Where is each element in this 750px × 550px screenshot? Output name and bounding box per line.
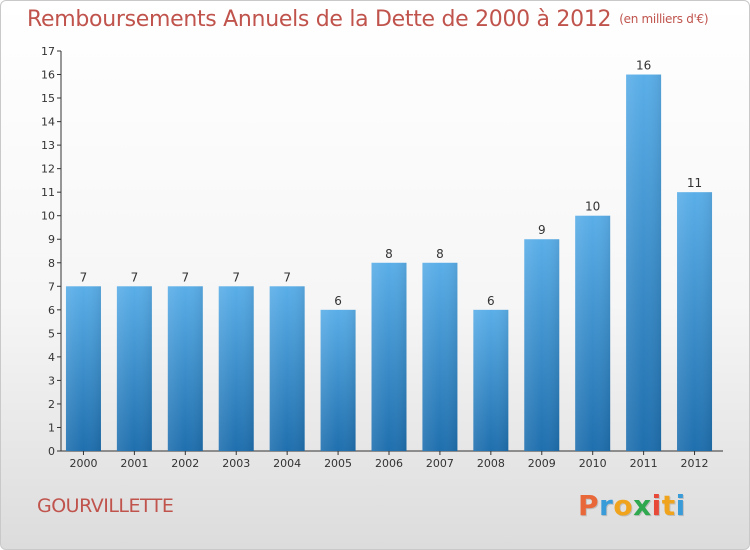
y-tick-label: 9: [48, 233, 55, 246]
y-tick-label: 12: [41, 163, 55, 176]
logo-letter: P: [578, 489, 600, 522]
data-label: 9: [538, 223, 546, 237]
bar-highlight: [218, 286, 254, 451]
data-label: 6: [334, 294, 342, 308]
data-label: 8: [385, 247, 393, 261]
y-tick-label: 17: [41, 45, 55, 58]
bar-highlight: [65, 286, 101, 451]
bar-highlight: [473, 309, 509, 451]
proxiti-logo: Proxiti: [578, 489, 686, 522]
chart-title-unit: (en milliers d'€): [619, 12, 709, 26]
x-tick-label: 2003: [222, 457, 250, 470]
chart-title: Remboursements Annuels de la Dette de 20…: [27, 7, 709, 32]
x-tick-label: 2009: [528, 457, 556, 470]
bar-highlight: [116, 286, 152, 451]
logo-letter: o: [613, 489, 634, 522]
data-label: 6: [487, 294, 495, 308]
x-tick-label: 2004: [273, 457, 301, 470]
y-tick-label: 1: [48, 421, 55, 434]
data-label: 7: [131, 270, 139, 284]
y-tick-label: 7: [48, 280, 55, 293]
bar-highlight: [269, 286, 305, 451]
logo-letter: t: [661, 489, 676, 522]
logo-letter: x: [633, 489, 652, 522]
bar-highlight: [626, 74, 662, 451]
chart-title-text: Remboursements Annuels de la Dette de 20…: [27, 7, 612, 32]
data-label: 8: [436, 247, 444, 261]
y-tick-label: 0: [48, 445, 55, 458]
bar-highlight: [422, 262, 458, 451]
y-tick-label: 15: [41, 92, 55, 105]
bar-highlight: [371, 262, 407, 451]
bar-highlight: [167, 286, 203, 451]
x-tick-label: 2007: [426, 457, 454, 470]
data-label: 7: [283, 270, 291, 284]
x-tick-label: 2005: [324, 457, 352, 470]
y-tick-label: 10: [41, 210, 55, 223]
x-tick-label: 2010: [579, 457, 607, 470]
x-tick-label: 2000: [69, 457, 97, 470]
bar-highlight: [524, 239, 560, 451]
data-label: 10: [585, 200, 600, 214]
y-tick-label: 8: [48, 257, 55, 270]
logo-letter: r: [599, 489, 614, 522]
y-tick-label: 5: [48, 327, 55, 340]
x-tick-label: 2012: [681, 457, 709, 470]
data-label: 11: [687, 176, 702, 190]
y-tick-label: 3: [48, 374, 55, 387]
y-tick-label: 4: [48, 351, 55, 364]
x-tick-label: 2011: [630, 457, 658, 470]
bar-highlight: [575, 215, 611, 451]
data-label: 7: [181, 270, 189, 284]
y-tick-label: 6: [48, 304, 55, 317]
bar-highlight: [320, 309, 356, 451]
data-label: 7: [80, 270, 88, 284]
commune-name: GOURVILLETTE: [37, 495, 174, 517]
x-tick-label: 2006: [375, 457, 403, 470]
bar-highlight: [677, 192, 713, 452]
logo-letter: i: [675, 489, 686, 522]
y-tick-label: 13: [41, 139, 55, 152]
y-tick-label: 2: [48, 398, 55, 411]
logo-letter: i: [651, 489, 662, 522]
x-tick-label: 2008: [477, 457, 505, 470]
data-label: 7: [232, 270, 240, 284]
y-tick-label: 16: [41, 69, 55, 82]
x-tick-label: 2002: [171, 457, 199, 470]
data-label: 16: [636, 59, 651, 73]
x-tick-label: 2001: [120, 457, 148, 470]
y-tick-label: 14: [41, 116, 55, 129]
y-tick-label: 11: [41, 186, 55, 199]
